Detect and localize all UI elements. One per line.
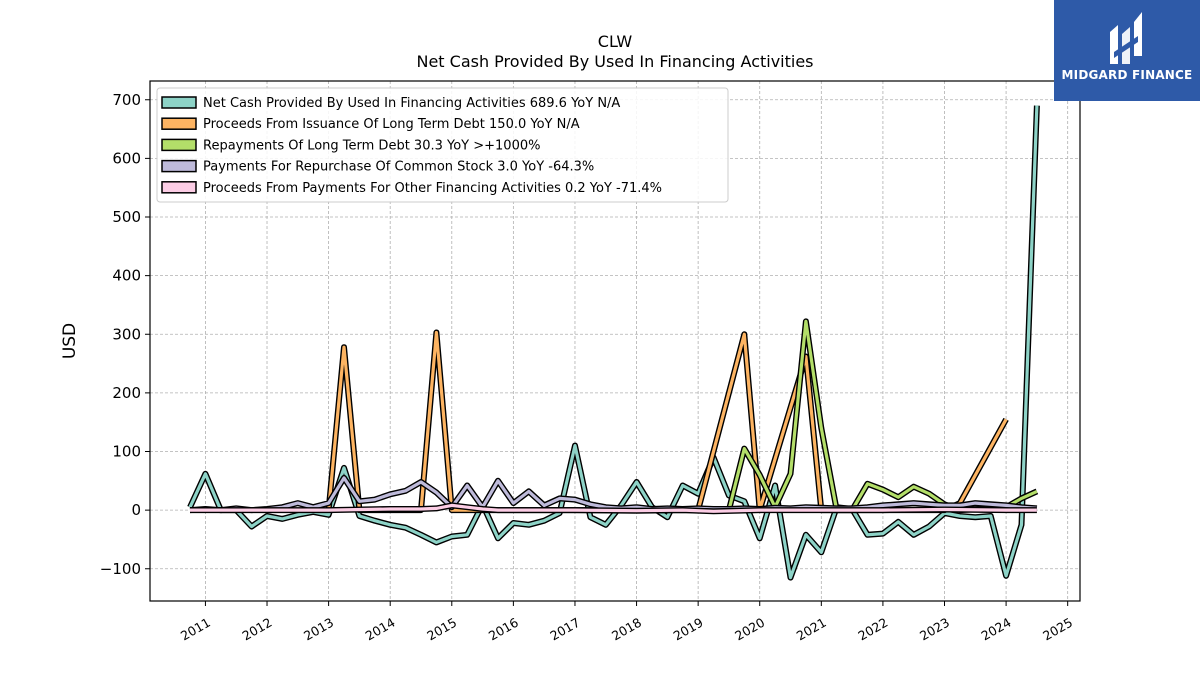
x-tick-label: 2018 [609,615,644,644]
x-tick-label: 2025 [1040,615,1075,644]
brand-logo: MIDGARD FINANCE [1054,0,1200,101]
x-tick-label: 2023 [917,615,952,644]
y-tick-label: 100 [112,443,141,461]
x-tick-label: 2011 [178,615,213,644]
y-tick-label: 400 [112,267,141,285]
legend: Net Cash Provided By Used In Financing A… [156,87,729,203]
legend-label: Repayments Of Long Term Debt 30.3 YoY >+… [203,138,540,153]
y-tick-label: 0 [131,501,141,519]
series-line [190,503,1037,513]
x-tick-label: 2013 [301,615,336,644]
x-tick-label: 2014 [363,615,398,644]
y-tick-label: 300 [112,325,141,343]
legend-swatch [161,117,197,130]
legend-label: Payments For Repurchase Of Common Stock … [203,160,594,175]
y-axis-label: USD [60,323,80,359]
legend-label: Net Cash Provided By Used In Financing A… [203,96,620,111]
logo-text: MIDGARD FINANCE [1061,68,1193,82]
chart-title: CLW [597,32,633,51]
chart-subtitle: Net Cash Provided By Used In Financing A… [416,52,814,71]
x-tick-label: 2022 [855,615,890,644]
legend-label: Proceeds From Payments For Other Financi… [203,181,662,196]
legend-box [156,87,729,203]
x-tick-label: 2024 [979,615,1014,644]
axes-frame [149,80,1081,602]
x-tick-label: 2019 [671,615,706,644]
x-tick-label: 2017 [547,615,582,644]
x-tick-label: 2012 [239,615,274,644]
legend-swatch [161,181,197,194]
x-tick-label: 2015 [424,615,459,644]
legend-swatch [161,138,197,152]
x-tick-label: 2020 [732,615,767,644]
y-tick-label: 200 [112,384,141,402]
legend-label: Proceeds From Issuance Of Long Term Debt… [203,117,580,132]
y-tick-label: 600 [112,149,141,167]
y-tick-label: 700 [112,91,141,109]
x-tick-label: 2021 [794,615,829,644]
x-tick-label: 2016 [486,615,521,644]
logo-mark-icon [1110,12,1142,64]
series-4-group [190,502,1037,515]
legend-swatch [161,96,197,109]
y-tick-label: 500 [112,208,141,226]
legend-swatch [161,159,197,173]
y-tick-label: −100 [100,560,141,578]
